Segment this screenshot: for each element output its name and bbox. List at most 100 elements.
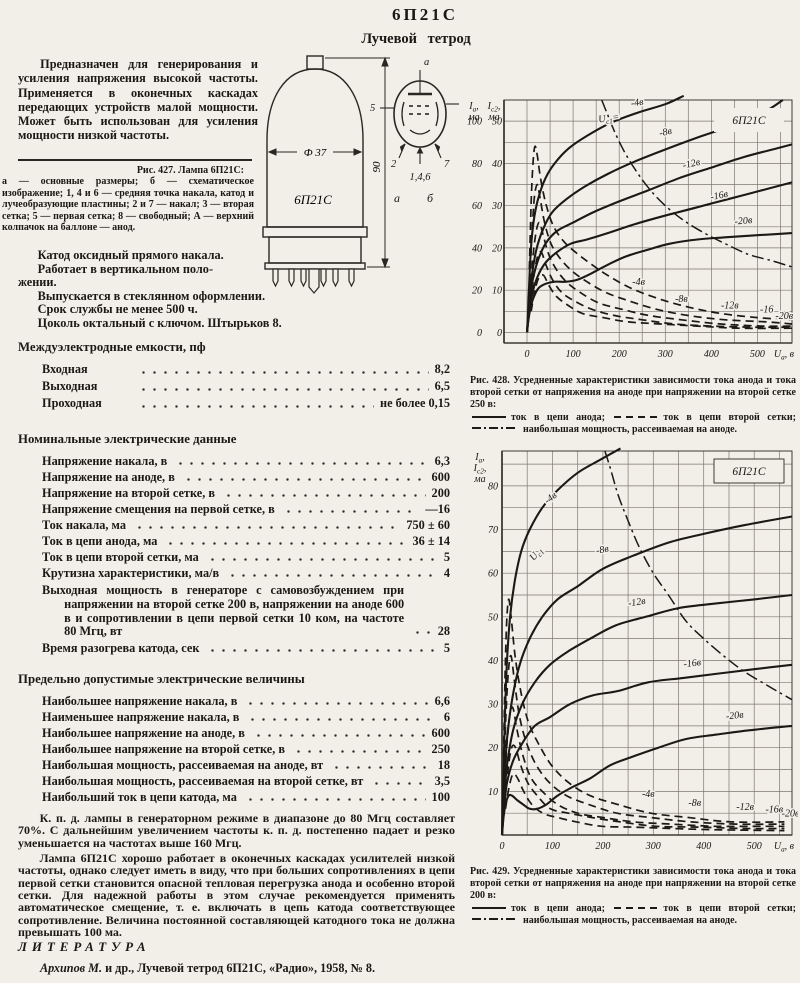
- figure-428-caption: Рис. 428. Усредненные характеристики зав…: [470, 375, 796, 436]
- figure-427-caption-title: Рис. 427. Лампа 6П21С:: [136, 165, 244, 176]
- curve-dashed--20в: [504, 772, 785, 832]
- curve-label: -8в: [675, 294, 688, 305]
- curve-label: -8в: [595, 544, 610, 557]
- spec-label: Наибольшая мощность, рассеиваемая на вто…: [42, 774, 364, 788]
- spec-row: Наибольшая мощность, рассеиваемая на вто…: [42, 774, 450, 790]
- dot-leader: [207, 645, 438, 657]
- spec-row: Входная 8,2: [42, 362, 450, 379]
- curve-label: -20в: [734, 215, 753, 228]
- x-tick-label: 400: [704, 349, 719, 360]
- curve-dashdot-power-limit: [604, 450, 793, 701]
- spec-row: Выходная мощность в генераторе с самовоз…: [42, 583, 450, 639]
- y-tick-label: 70: [488, 525, 498, 536]
- spec-row: Наибольшее напряжение накала, в 6,6: [42, 694, 450, 710]
- curve-solid--20в: [500, 724, 793, 836]
- curve-dashed--8в: [528, 183, 793, 325]
- spec-value: 36 ± 14: [412, 534, 451, 548]
- spec-value: 4: [443, 566, 450, 580]
- spec-row: Ток в цепи второй сетки, ма 5: [42, 550, 450, 566]
- literature-entry-rest: и др., Лучевой тетрод 6П21С, «Радио», 19…: [102, 961, 376, 975]
- curve-label: -16в: [683, 657, 703, 670]
- x-tick-label: 100: [566, 349, 581, 360]
- curve-dashed--12в: [529, 221, 793, 328]
- curve-label: -16в: [765, 804, 783, 815]
- figure-427-caption: Рис. 427. Лампа 6П21С: а — основные разм…: [2, 165, 254, 233]
- curve-solid--8в: [500, 515, 793, 836]
- divider: [18, 159, 252, 161]
- diameter-label: Ф 37: [304, 147, 327, 159]
- tube-top-cap: [306, 55, 324, 70]
- tube-outline: [262, 55, 368, 270]
- spec-value: 28: [437, 624, 450, 639]
- legend-text: наибольшая мощность, рассеиваемая на ано…: [523, 424, 738, 436]
- y-axis-header: Ic2,: [487, 101, 501, 114]
- y-axis-header: ма: [473, 474, 485, 485]
- figure-427-caption-body: а — основные размеры; б — схематическое …: [2, 176, 254, 233]
- spec-label: Наибольшее напряжение на аноде, в: [42, 726, 245, 740]
- y-tick-label: 40: [472, 243, 482, 254]
- legend-sample-solid: [472, 906, 506, 909]
- grid-symbols: [409, 105, 429, 115]
- figure-429-caption: Рис. 429. Усредненные характеристики зав…: [470, 866, 796, 927]
- curve-dashed--20в: [530, 273, 793, 330]
- spec-value: 18: [437, 758, 450, 772]
- pin-label-5: 5: [370, 103, 375, 114]
- tube-name-label: 6П21С: [294, 192, 332, 207]
- y-tick-label: 60: [472, 201, 482, 212]
- tube-key-pin: [308, 268, 320, 294]
- property-line: Цоколь октальный с ключом. Штырьков 8.: [37, 315, 282, 330]
- corner-label-box: [713, 458, 785, 484]
- property-line: жении.: [18, 275, 57, 290]
- y-tick-label: 60: [488, 569, 498, 580]
- x-tick-label: 200: [595, 841, 610, 852]
- curve-dashed--4в: [528, 145, 793, 321]
- spec-row: Наибольшее напряжение на второй сетке, в…: [42, 742, 450, 758]
- y-axis-header: Ic2,: [473, 463, 487, 476]
- diameter-dimension: [267, 148, 363, 156]
- legend-sample-dashed: [614, 415, 659, 418]
- spec-value: 6,3: [434, 454, 450, 468]
- figure-428-caption-text: Рис. 428. Усредненные характеристики зав…: [470, 375, 796, 410]
- curve-dashdot-power-limit: [601, 99, 793, 268]
- dot-leader: [293, 746, 426, 757]
- curve-label: -4в: [642, 789, 655, 800]
- spec-row: Выходная 6,5: [42, 379, 450, 396]
- x-tick-label: 300: [645, 841, 661, 852]
- efficiency-paragraph: К. п. д. лампы в генераторном режиме в д…: [18, 811, 455, 850]
- height-dimension: [325, 56, 390, 269]
- dot-leader: [282, 506, 420, 517]
- pin-leads: [380, 103, 459, 164]
- spec-row: Ток накала, ма 750 ± 60: [42, 518, 450, 534]
- spec-row: Крутизна характеристики, ма/в 4: [42, 566, 450, 582]
- nominal-section: Номинальные электрические данные Напряже…: [18, 432, 450, 657]
- spec-label: Наибольшая мощность, рассеиваемая на ано…: [42, 758, 324, 772]
- annotation-label: Uc1: [528, 545, 547, 564]
- y-tick-label: 20: [492, 243, 502, 254]
- spec-value: 250: [431, 742, 450, 756]
- spec-label: Наибольшее напряжение накала, в: [42, 694, 238, 708]
- legend-sample-dashdot: [472, 918, 518, 921]
- y-tick-label: 80: [472, 159, 482, 170]
- pin-label-2: 2: [391, 159, 397, 170]
- legend-text: ток в цепи анода;: [511, 903, 613, 915]
- spec-row: Наибольший ток в цепи катода, ма 100: [42, 790, 450, 806]
- spec-value: 6,6: [434, 694, 450, 708]
- curve-solid--12в: [525, 143, 793, 333]
- corner-label: 6П21С: [732, 115, 766, 127]
- y-tick-label: 30: [491, 201, 502, 212]
- legend-sample-dashed: [614, 906, 659, 909]
- x-tick-label: 0: [500, 841, 505, 852]
- y-tick-label: 80: [488, 481, 498, 492]
- curve-solid--12в: [500, 593, 793, 836]
- nominal-heading: Номинальные электрические данные: [18, 432, 237, 446]
- property-line: Катод оксидный прямого накала.: [37, 248, 224, 262]
- capacitance-table: Входная 8,2 Выходная 6,5 Проходная не более 0…: [42, 362, 450, 413]
- curve-label: -12в: [736, 802, 754, 813]
- x-axis-label: Ua, в: [774, 349, 795, 362]
- legend-sample-solid: [472, 415, 506, 418]
- spec-label: Наибольшее напряжение на второй сетке, в: [42, 742, 286, 756]
- spec-label: Ток в цепи анода, ма: [42, 534, 158, 548]
- spec-value: —16: [425, 502, 450, 516]
- literature-entry: Архипов М. и др., Лучевой тетрод 6П21С, …: [18, 961, 455, 976]
- cathode-symbol: [409, 129, 431, 135]
